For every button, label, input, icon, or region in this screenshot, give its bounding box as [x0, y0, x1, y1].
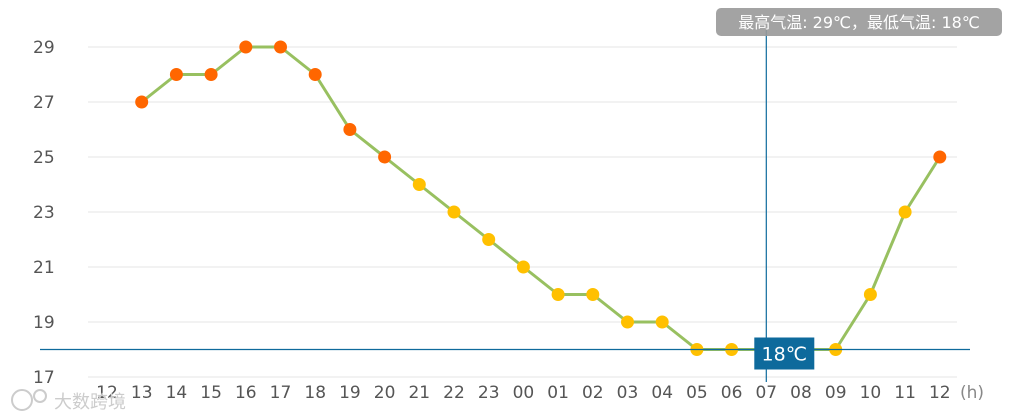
data-point[interactable]	[378, 150, 392, 164]
x-tick-label: 12	[96, 383, 118, 403]
x-tick-label: 20	[374, 383, 396, 403]
data-point[interactable]	[204, 68, 218, 81]
x-tick-label: 21	[408, 383, 430, 403]
grid-lines	[88, 46, 957, 378]
watermark-logo-ring	[11, 389, 33, 411]
data-point[interactable]	[239, 40, 253, 54]
x-tick-label: 08	[790, 383, 812, 403]
data-point[interactable]	[551, 288, 565, 301]
x-axis-unit: (h)	[960, 383, 984, 403]
x-tick-label: 19	[339, 383, 361, 403]
data-point[interactable]	[308, 68, 322, 81]
x-tick-label: 06	[721, 383, 743, 403]
x-tick-label: 23	[478, 383, 500, 403]
watermark-logo-icon	[11, 389, 47, 411]
x-tick-label: 11	[894, 383, 916, 403]
data-point[interactable]	[898, 205, 912, 219]
data-point[interactable]	[933, 150, 947, 164]
x-tick-label: 09	[825, 383, 847, 403]
data-point[interactable]	[274, 40, 287, 54]
x-tick-label: 01	[547, 383, 569, 403]
x-tick-label: 04	[651, 383, 673, 403]
data-point[interactable]	[516, 260, 530, 274]
tooltip: 最高气温: 29℃，最低气温: 18℃	[716, 8, 1002, 36]
x-tick-label: 15	[200, 383, 222, 403]
crosshair-label-text: 18℃	[762, 344, 808, 366]
data-point[interactable]	[655, 315, 669, 329]
data-point[interactable]	[447, 205, 461, 219]
data-point[interactable]	[482, 233, 496, 246]
watermark-text: 大数跨境	[54, 392, 126, 413]
x-tick-label: 10	[860, 383, 882, 403]
y-tick-label: 19	[33, 313, 55, 333]
y-axis-ticks: 17 19 21 23 25 27 29	[33, 38, 55, 388]
y-tick-label: 21	[33, 258, 55, 278]
crosshair-label: 18℃	[754, 337, 815, 370]
temperature-line	[140, 45, 942, 351]
data-point[interactable]	[135, 95, 149, 109]
watermark-logo-dot	[33, 389, 47, 403]
y-tick-label: 23	[33, 203, 55, 223]
tooltip-text: 最高气温: 29℃，最低气温: 18℃	[738, 13, 980, 32]
watermark: 大数跨境	[11, 389, 126, 413]
x-tick-label: 13	[131, 383, 153, 403]
x-tick-label: 02	[582, 383, 604, 403]
y-tick-label: 27	[33, 93, 55, 113]
x-tick-label: 07	[755, 383, 777, 403]
x-tick-label: 17	[270, 383, 292, 403]
data-point[interactable]	[863, 288, 877, 301]
y-tick-label: 29	[33, 38, 55, 58]
data-points	[135, 40, 947, 356]
x-tick-label: 14	[166, 383, 188, 403]
tooltip-box	[716, 8, 1002, 36]
x-axis-ticks: 12 13 14 15 16 17 18 19 20 21 22 23 00 01 02 03 04 05 06 07…	[96, 383, 950, 403]
x-tick-label: 16	[235, 383, 257, 403]
x-tick-label: 12	[929, 383, 951, 403]
x-tick-label: 05	[686, 383, 708, 403]
data-point[interactable]	[169, 68, 183, 81]
data-point[interactable]	[621, 315, 634, 329]
y-tick-label: 25	[33, 148, 55, 168]
data-point[interactable]	[343, 123, 357, 136]
x-tick-label: 00	[513, 383, 535, 403]
y-tick-label: 17	[33, 368, 55, 388]
x-tick-label: 22	[443, 383, 465, 403]
crosshair-label-box	[754, 337, 815, 370]
data-point[interactable]	[412, 178, 426, 191]
x-tick-label: 03	[617, 383, 639, 403]
x-tick-label: 18	[304, 383, 326, 403]
data-point[interactable]	[586, 288, 600, 301]
